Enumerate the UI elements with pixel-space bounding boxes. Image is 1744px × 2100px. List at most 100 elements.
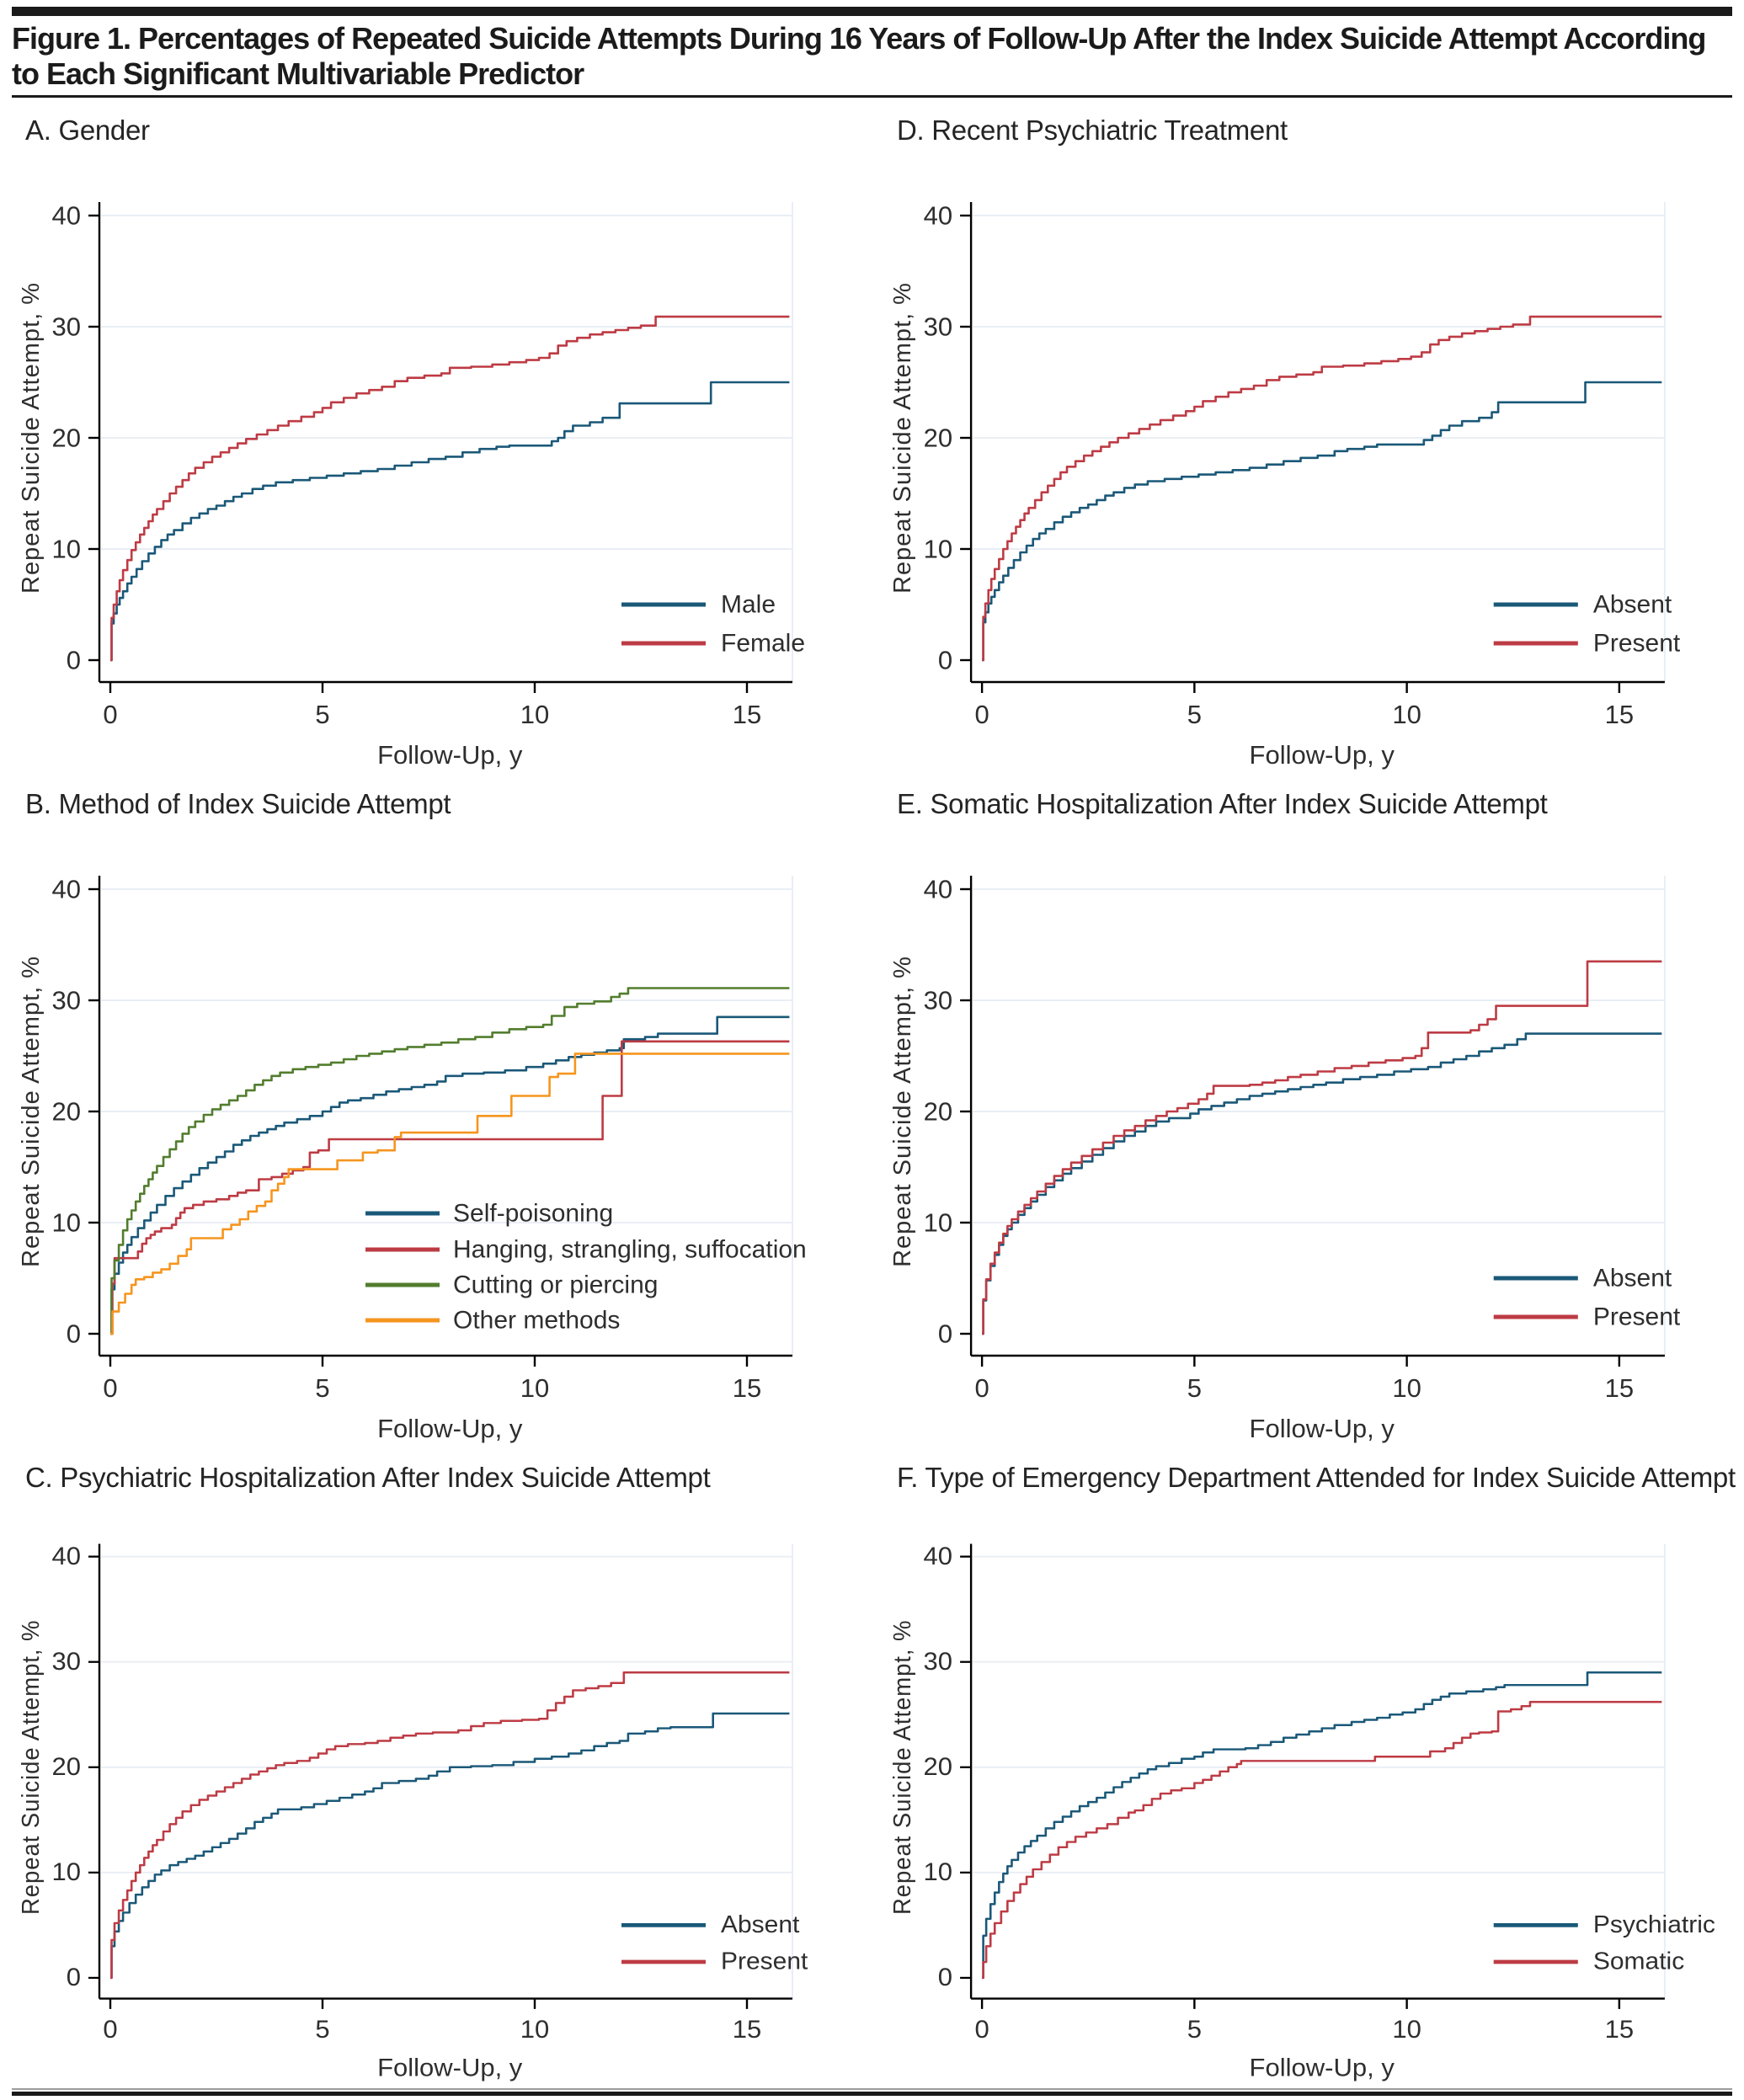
y-tick-label: 0 bbox=[938, 1964, 952, 1991]
panel-e-title: E. Somatic Hospitalization After Index S… bbox=[897, 788, 1548, 819]
x-tick-label: 10 bbox=[1392, 700, 1421, 729]
series-line bbox=[982, 315, 1662, 662]
title-rule bbox=[12, 95, 1732, 98]
x-tick-label: 5 bbox=[315, 2017, 329, 2044]
legend-label: Present bbox=[721, 1948, 808, 1975]
y-tick-label: 0 bbox=[67, 1319, 81, 1349]
y-tick-label: 30 bbox=[52, 312, 81, 342]
y-tick-label: 10 bbox=[52, 1859, 81, 1886]
figure-title: Figure 1. Percentages of Repeated Suicid… bbox=[12, 21, 1706, 91]
y-tick-label: 40 bbox=[52, 201, 81, 231]
series-line bbox=[982, 960, 1662, 1335]
x-tick-label: 15 bbox=[1605, 700, 1635, 729]
series-line bbox=[110, 1671, 790, 1980]
chart-recent-psychiatric-treatment: 0 10 20 30 40 0 5 10 15 Follow-Up, y Repeat Suicid… bbox=[889, 201, 1681, 770]
x-tick-label: 15 bbox=[1605, 1373, 1635, 1403]
y-tick-label: 10 bbox=[52, 1208, 81, 1238]
legend-label: Cutting or piercing bbox=[453, 1271, 658, 1299]
x-axis-title: Follow-Up, y bbox=[1250, 740, 1395, 770]
y-tick-label: 30 bbox=[52, 1649, 81, 1676]
x-tick-label: 0 bbox=[974, 1373, 989, 1403]
series-line bbox=[110, 315, 790, 662]
y-axis-title: Repeat Suicide Attempt, % bbox=[888, 1620, 915, 1915]
legend-label: Male bbox=[721, 591, 776, 619]
legend-label: Hanging, strangling, suffocation bbox=[453, 1236, 807, 1264]
y-tick-label: 10 bbox=[924, 1859, 953, 1886]
x-axis-title: Follow-Up, y bbox=[377, 740, 523, 770]
panel-d-recent-psychiatric-treatment: 0 10 20 30 40 0 5 10 15 Follow-Up, y Repeat Suicid… bbox=[872, 98, 1744, 771]
x-tick-label: 0 bbox=[974, 700, 989, 729]
y-tick-label: 10 bbox=[52, 535, 81, 564]
legend-label: Present bbox=[1593, 630, 1681, 658]
y-tick-label: 10 bbox=[924, 1208, 953, 1238]
y-tick-label: 20 bbox=[924, 424, 953, 453]
y-axis-title: Repeat Suicide Attempt, % bbox=[889, 282, 916, 594]
y-tick-label: 20 bbox=[924, 1754, 953, 1781]
x-tick-label: 10 bbox=[1392, 1373, 1421, 1403]
y-axis-title: Repeat Suicide Attempt, % bbox=[18, 282, 45, 594]
y-tick-label: 0 bbox=[67, 646, 81, 675]
chart-somatic-hospitalization: 0 10 20 30 40 0 5 10 15 Follow-Up, y Repeat Suicid… bbox=[889, 875, 1681, 1443]
x-tick-label: 5 bbox=[1187, 700, 1202, 729]
x-axis-title: Follow-Up, y bbox=[377, 1414, 523, 1443]
y-tick-label: 0 bbox=[938, 1319, 952, 1349]
y-tick-label: 20 bbox=[52, 424, 81, 453]
x-tick-label: 10 bbox=[520, 2017, 549, 2044]
series-line bbox=[982, 1032, 1662, 1335]
series-line bbox=[110, 1053, 790, 1335]
bottom-rule-line bbox=[12, 2092, 1732, 2096]
legend-label: Somatic bbox=[1593, 1948, 1684, 1975]
x-tick-label: 10 bbox=[520, 700, 549, 729]
y-tick-label: 30 bbox=[52, 986, 81, 1015]
top-rule bbox=[12, 7, 1732, 16]
panel-grid: 0 10 20 30 40 0 5 10 15 Follow-Up, y Repeat Suicid… bbox=[0, 98, 1744, 2083]
y-tick-label: 40 bbox=[924, 875, 953, 904]
x-tick-label: 0 bbox=[103, 2017, 117, 2044]
legend-label: Absent bbox=[1593, 591, 1672, 619]
chart-gender: 0 10 20 30 40 0 5 10 15 Follow-Up, y Repeat Suicid… bbox=[18, 201, 805, 770]
panel-e-somatic-hospitalization: 0 10 20 30 40 0 5 10 15 Follow-Up, y Repeat Suicid… bbox=[872, 771, 1744, 1445]
panel-b-method: 0 10 20 30 40 0 5 10 15 Follow-Up, y Repeat Suicid… bbox=[0, 771, 872, 1445]
legend-label: Other methods bbox=[453, 1307, 620, 1335]
y-tick-label: 40 bbox=[924, 1543, 953, 1570]
y-tick-label: 0 bbox=[938, 646, 952, 675]
x-tick-label: 0 bbox=[974, 2017, 989, 2044]
y-tick-label: 10 bbox=[924, 535, 953, 564]
x-tick-label: 5 bbox=[1187, 2017, 1202, 2044]
series-line bbox=[110, 987, 790, 1335]
legend-label: Absent bbox=[1593, 1265, 1672, 1293]
chart-emergency-department-type: 0 10 20 30 40 0 5 10 15 Follow-Up, y Repeat Suicid… bbox=[888, 1543, 1715, 2082]
panel-f-ed-type: 0 10 20 30 40 0 5 10 15 Follow-Up, y Repeat Suicid… bbox=[872, 1445, 1744, 2083]
x-axis-title: Follow-Up, y bbox=[377, 2055, 523, 2081]
y-tick-label: 40 bbox=[52, 1543, 81, 1570]
x-tick-label: 10 bbox=[1392, 2017, 1421, 2044]
chart-method-of-index-attempt: 0 10 20 30 40 0 5 10 15 Follow-Up, y Repeat Suicid… bbox=[18, 875, 807, 1444]
panel-a-gender: 0 10 20 30 40 0 5 10 15 Follow-Up, y Repeat Suicid… bbox=[0, 98, 872, 771]
x-tick-label: 15 bbox=[733, 700, 761, 729]
legend-label: Female bbox=[721, 630, 805, 658]
x-tick-label: 15 bbox=[1605, 2017, 1635, 2044]
y-tick-label: 20 bbox=[52, 1097, 81, 1127]
x-tick-label: 0 bbox=[103, 1373, 117, 1403]
y-axis-title: Repeat Suicide Attempt, % bbox=[889, 956, 916, 1267]
series-line bbox=[982, 1671, 1662, 1980]
figure-header: Figure 1. Percentages of Repeated Suicid… bbox=[0, 7, 1744, 98]
x-axis-title: Follow-Up, y bbox=[1250, 2055, 1395, 2081]
chart-psychiatric-hospitalization: 0 10 20 30 40 0 5 10 15 Follow-Up, y Repeat Suicid… bbox=[16, 1543, 808, 2082]
panel-d-title: D. Recent Psychiatric Treatment bbox=[897, 115, 1288, 146]
panel-b-title: B. Method of Index Suicide Attempt bbox=[25, 788, 451, 819]
series-line bbox=[110, 1015, 790, 1335]
legend-label: Self-poisoning bbox=[453, 1200, 613, 1228]
y-tick-label: 20 bbox=[52, 1754, 81, 1781]
panel-a-title: A. Gender bbox=[25, 115, 150, 146]
series-line bbox=[982, 1701, 1662, 1980]
panel-c-psychiatric-hospitalization: 0 10 20 30 40 0 5 10 15 Follow-Up, y Repeat Suicid… bbox=[0, 1445, 872, 2083]
x-tick-label: 0 bbox=[103, 700, 117, 729]
x-tick-label: 5 bbox=[315, 700, 329, 729]
bottom-rule bbox=[12, 2088, 1732, 2096]
y-tick-label: 30 bbox=[924, 1649, 953, 1676]
y-tick-label: 0 bbox=[67, 1964, 81, 1991]
series-line bbox=[982, 381, 1662, 662]
y-axis-title: Repeat Suicide Attempt, % bbox=[16, 1620, 44, 1915]
